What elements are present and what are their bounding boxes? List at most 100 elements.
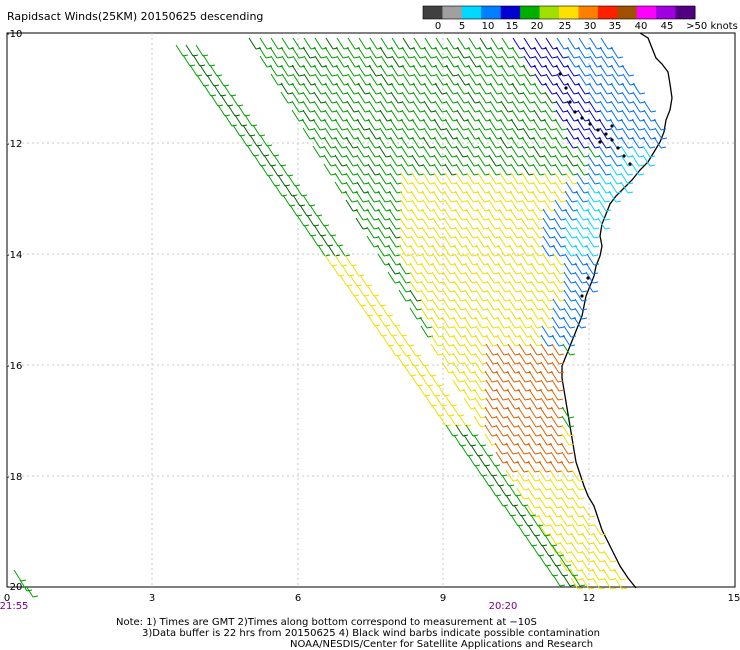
wind-barb xyxy=(551,343,565,356)
contamination-marker xyxy=(580,294,584,298)
wind-barb xyxy=(434,64,448,77)
wind-barb xyxy=(527,442,541,455)
pass-time-label: 21:55 xyxy=(0,601,28,612)
wind-barb xyxy=(423,46,437,59)
wind-barb xyxy=(455,118,469,131)
wind-barb xyxy=(234,114,248,127)
wind-barb xyxy=(269,46,283,59)
wind-barb xyxy=(424,394,438,407)
wind-barb xyxy=(571,469,585,482)
speed-legend-bar xyxy=(422,5,696,20)
wind-barb xyxy=(434,394,448,407)
wind-barb xyxy=(561,451,575,464)
wind-barb xyxy=(452,316,466,329)
wind-barb xyxy=(438,414,452,427)
wind-barb xyxy=(430,316,444,329)
wind-barb xyxy=(577,64,591,77)
wind-barb xyxy=(576,118,590,131)
legend-swatch xyxy=(520,6,541,19)
contamination-marker xyxy=(564,86,568,90)
wind-barb xyxy=(620,181,634,194)
wind-barb xyxy=(554,118,568,131)
wind-barb xyxy=(458,414,472,427)
wind-barb xyxy=(400,118,414,131)
wind-barb xyxy=(445,424,459,437)
wind-barb xyxy=(406,354,420,367)
wind-barb xyxy=(252,124,266,137)
wind-barb xyxy=(431,244,445,257)
wind-barb xyxy=(564,190,578,203)
wind-barb xyxy=(454,190,468,203)
wind-barb xyxy=(538,442,552,455)
legend-swatch xyxy=(617,6,638,19)
wind-barb xyxy=(453,244,467,257)
wind-barb xyxy=(559,514,573,527)
wind-barb xyxy=(509,190,523,203)
wind-barb xyxy=(539,370,553,383)
wind-barb xyxy=(643,100,657,113)
wind-barb xyxy=(532,118,546,131)
wind-barb xyxy=(478,46,492,59)
wind-barb xyxy=(391,334,405,347)
wind-barb xyxy=(560,442,574,455)
contamination-marker xyxy=(568,100,572,104)
wind-barb xyxy=(421,190,435,203)
wind-barb xyxy=(368,64,382,77)
wind-barb xyxy=(256,144,270,157)
wind-barb xyxy=(566,64,580,77)
wind-barb xyxy=(511,46,525,59)
wind-barb xyxy=(253,154,267,167)
wind-barb xyxy=(540,316,554,329)
time-axis-labels: 0 3 6 9 12 15 xyxy=(4,593,740,604)
wind-barb xyxy=(520,514,534,527)
wind-barb xyxy=(548,554,562,567)
wind-barb xyxy=(210,94,224,107)
wind-barb xyxy=(410,190,424,203)
wind-barb xyxy=(574,289,588,302)
wind-barb xyxy=(320,234,334,247)
wind-barb xyxy=(609,118,623,131)
wind-barb xyxy=(356,118,370,131)
wind-barb xyxy=(574,298,588,311)
wind-barb xyxy=(378,118,392,131)
wind-barb xyxy=(13,569,27,582)
wind-barb xyxy=(491,474,505,487)
wind-barb xyxy=(478,64,492,77)
wind-barb xyxy=(299,204,313,217)
wind-barbs xyxy=(13,37,668,598)
wind-barb xyxy=(549,442,563,455)
wind-barb xyxy=(519,244,533,257)
wind-barb xyxy=(444,118,458,131)
wind-barb xyxy=(25,585,39,598)
wind-barb xyxy=(260,164,274,177)
wind-barb xyxy=(258,46,272,59)
wind-barb xyxy=(620,118,634,131)
wind-barb xyxy=(562,343,576,356)
wind-barb xyxy=(473,388,487,401)
wind-barb xyxy=(513,504,527,517)
wind-barb xyxy=(561,406,575,419)
wind-barb xyxy=(351,264,365,277)
note-line-1: Note: 1) Times are GMT 2)Times along bot… xyxy=(116,617,537,628)
wind-barb xyxy=(527,524,541,537)
wind-barb xyxy=(408,344,422,357)
wind-barb xyxy=(444,394,458,407)
wind-barb xyxy=(620,163,634,176)
legend-label-45: 45 xyxy=(661,21,674,32)
wind-barb xyxy=(571,487,585,500)
wind-barb xyxy=(366,284,380,297)
wind-barb xyxy=(494,442,508,455)
wind-barb xyxy=(522,46,536,59)
wind-barb xyxy=(273,154,287,167)
wind-barb xyxy=(581,577,595,590)
wind-barb xyxy=(455,424,469,437)
wind-barb xyxy=(608,190,622,203)
wind-barb xyxy=(316,214,330,227)
wind-barb xyxy=(431,404,445,417)
wind-barb xyxy=(403,364,417,377)
legend-label-40: 40 xyxy=(635,21,648,32)
wind-barb xyxy=(199,64,213,77)
legend-label-15: 15 xyxy=(506,21,519,32)
wind-barb xyxy=(389,118,403,131)
wind-barb xyxy=(244,114,258,127)
